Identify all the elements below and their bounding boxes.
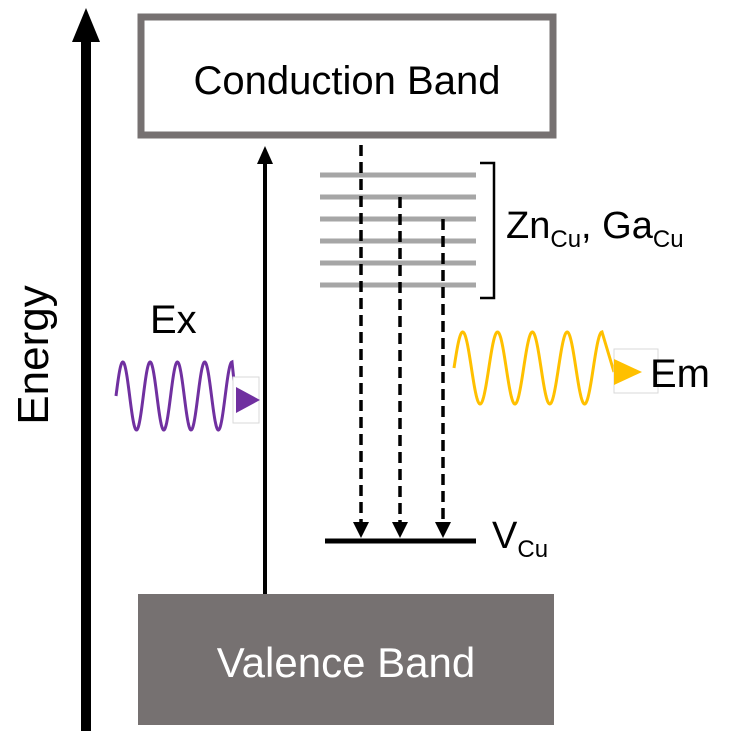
emission-label: Em — [650, 352, 710, 396]
recombination-arrowhead-cb — [353, 522, 369, 538]
acceptor-v-label: V — [492, 515, 518, 557]
recombination-arrowhead-donor1 — [392, 522, 408, 538]
conduction-band — [137, 13, 557, 139]
valence-band-label: Valence Band — [217, 639, 475, 686]
donor-label: ZnCu, GaCu — [506, 205, 684, 253]
recombination-arrowhead-donor2 — [435, 522, 451, 538]
energy-axis-arrowhead — [72, 8, 100, 42]
valence-band — [138, 594, 554, 725]
excitation-photon-arrowhead — [236, 387, 260, 413]
donor-levels — [320, 172, 476, 288]
excitation-transition-arrowhead — [257, 146, 273, 164]
acceptor-subscript: Cu — [517, 536, 548, 563]
donor-ga-subscript: Cu — [653, 226, 684, 253]
emission-photon-arrowhead — [614, 359, 642, 385]
acceptor-label: VCu — [492, 515, 548, 563]
emission-photon-wave — [452, 330, 616, 406]
donor-bracket — [480, 161, 496, 300]
donor-ga-label: Ga — [602, 205, 654, 247]
donor-zn-subscript: Cu — [550, 226, 581, 253]
donor-zn-label: Zn — [506, 205, 550, 247]
donor-separator: , — [581, 205, 602, 247]
excitation-photon-wave — [114, 359, 238, 432]
excitation-label: Ex — [150, 298, 197, 342]
energy-axis-label: Energy — [9, 285, 58, 424]
conduction-band-label: Conduction Band — [194, 59, 501, 103]
